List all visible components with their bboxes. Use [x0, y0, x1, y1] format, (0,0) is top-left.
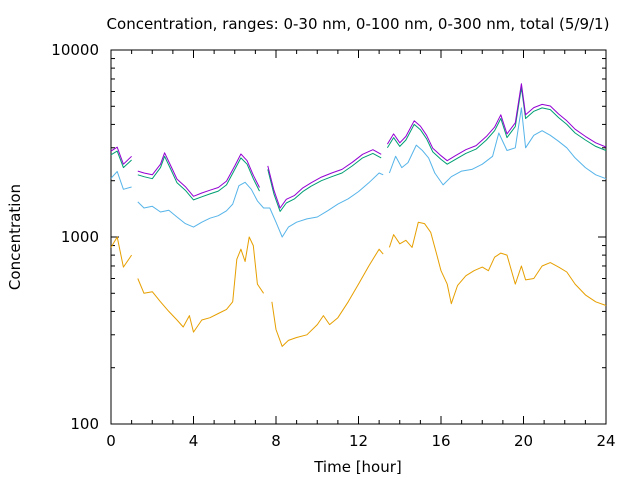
x-tick-label: 12 — [349, 432, 368, 450]
minor-tick-group — [111, 50, 606, 424]
series-line-group — [110, 83, 607, 347]
x-axis-label: Time [hour] — [313, 458, 402, 476]
y-tick-label: 100 — [70, 415, 99, 433]
series-line-4 — [110, 83, 607, 209]
x-tick-label: 0 — [106, 432, 116, 450]
y-tick-label: 10000 — [51, 41, 99, 59]
x-tick-label: 4 — [189, 432, 199, 450]
series-line-1 — [110, 221, 607, 347]
series-line-3 — [110, 87, 607, 212]
major-tick-group — [110, 49, 607, 425]
y-tick-label: 1000 — [61, 228, 99, 246]
x-tick-label: 8 — [271, 432, 281, 450]
x-tick-label: 20 — [514, 432, 533, 450]
plot-frame — [110, 49, 607, 425]
y-axis-label: Concentration — [6, 184, 24, 290]
x-tick-label: 24 — [596, 432, 615, 450]
chart-title: Concentration, ranges: 0-30 nm, 0-100 nm… — [107, 15, 610, 33]
x-tick-label: 16 — [431, 432, 450, 450]
series-line-2 — [110, 107, 607, 238]
tick-label-group: 0 4 8 12 16 20 24 100 1000 10000 — [51, 41, 615, 450]
